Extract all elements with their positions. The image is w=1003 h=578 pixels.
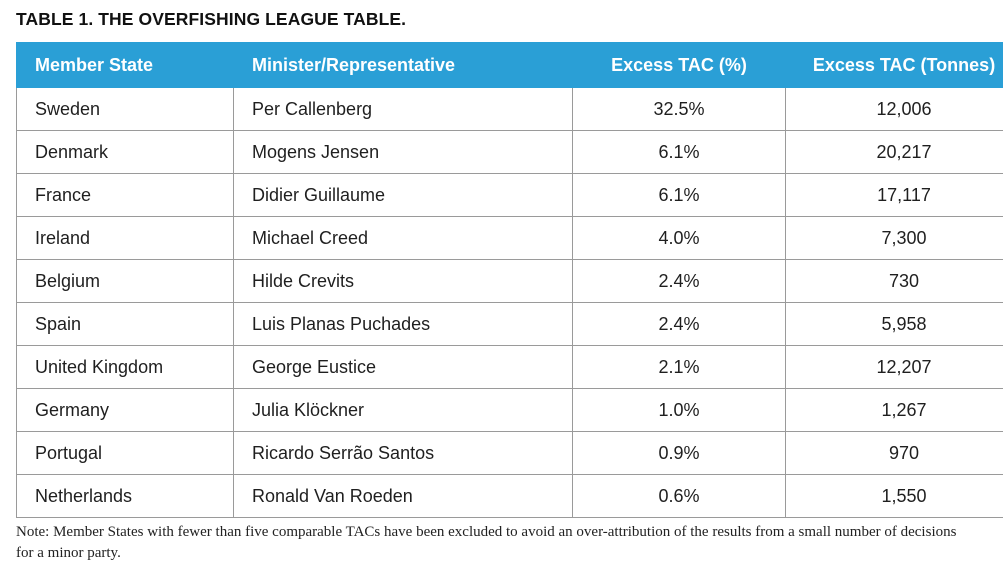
cell-member-state: Sweden — [16, 87, 234, 131]
cell-excess-percent: 2.1% — [572, 345, 786, 389]
cell-minister: Per Callenberg — [233, 87, 573, 131]
cell-minister: Ricardo Serrão Santos — [233, 431, 573, 475]
cell-excess-percent: 2.4% — [572, 259, 786, 303]
cell-excess-tonnes: 1,267 — [785, 388, 1003, 432]
table-row: Germany Julia Klöckner 1.0% 1,267 — [16, 388, 1003, 432]
table-row: Denmark Mogens Jensen 6.1% 20,217 — [16, 130, 1003, 174]
cell-excess-tonnes: 1,550 — [785, 474, 1003, 518]
cell-minister: Luis Planas Puchades — [233, 302, 573, 346]
cell-excess-percent: 32.5% — [572, 87, 786, 131]
cell-excess-tonnes: 7,300 — [785, 216, 1003, 260]
cell-minister: Ronald Van Roeden — [233, 474, 573, 518]
cell-excess-percent: 6.1% — [572, 130, 786, 174]
table-title: TABLE 1. THE OVERFISHING LEAGUE TABLE. — [16, 9, 407, 29]
cell-member-state: France — [16, 173, 234, 217]
table-row: Spain Luis Planas Puchades 2.4% 5,958 — [16, 302, 1003, 346]
table-row: Sweden Per Callenberg 32.5% 12,006 — [16, 87, 1003, 131]
cell-excess-tonnes: 12,207 — [785, 345, 1003, 389]
table-row: France Didier Guillaume 6.1% 17,117 — [16, 173, 1003, 217]
table-row: Belgium Hilde Crevits 2.4% 730 — [16, 259, 1003, 303]
header-excess-tac-percent: Excess TAC (%) — [572, 42, 786, 88]
cell-member-state: Germany — [16, 388, 234, 432]
table-footnote: Note: Member States with fewer than five… — [16, 524, 957, 561]
table-row: Ireland Michael Creed 4.0% 7,300 — [16, 216, 1003, 260]
cell-member-state: Portugal — [16, 431, 234, 475]
cell-member-state: Denmark — [16, 130, 234, 174]
table-row: Portugal Ricardo Serrão Santos 0.9% 970 — [16, 431, 1003, 475]
cell-excess-tonnes: 5,958 — [785, 302, 1003, 346]
cell-minister: Michael Creed — [233, 216, 573, 260]
cell-excess-percent: 1.0% — [572, 388, 786, 432]
cell-excess-tonnes: 970 — [785, 431, 1003, 475]
cell-excess-tonnes: 17,117 — [785, 173, 1003, 217]
cell-excess-percent: 0.9% — [572, 431, 786, 475]
table-header-row: Member State Minister/Representative Exc… — [16, 42, 1003, 88]
cell-excess-percent: 6.1% — [572, 173, 786, 217]
header-member-state: Member State — [16, 42, 234, 88]
cell-excess-percent: 2.4% — [572, 302, 786, 346]
cell-excess-tonnes: 12,006 — [785, 87, 1003, 131]
cell-member-state: Belgium — [16, 259, 234, 303]
cell-member-state: Spain — [16, 302, 234, 346]
cell-excess-tonnes: 20,217 — [785, 130, 1003, 174]
cell-member-state: Ireland — [16, 216, 234, 260]
cell-minister: George Eustice — [233, 345, 573, 389]
table-row: United Kingdom George Eustice 2.1% 12,20… — [16, 345, 1003, 389]
cell-minister: Didier Guillaume — [233, 173, 573, 217]
header-minister: Minister/Representative — [233, 42, 573, 88]
cell-excess-percent: 4.0% — [572, 216, 786, 260]
overfishing-league-table: Member State Minister/Representative Exc… — [16, 42, 1003, 518]
cell-member-state: United Kingdom — [16, 345, 234, 389]
table-row: Netherlands Ronald Van Roeden 0.6% 1,550 — [16, 474, 1003, 518]
cell-member-state: Netherlands — [16, 474, 234, 518]
cell-excess-percent: 0.6% — [572, 474, 786, 518]
cell-minister: Hilde Crevits — [233, 259, 573, 303]
cell-excess-tonnes: 730 — [785, 259, 1003, 303]
cell-minister: Mogens Jensen — [233, 130, 573, 174]
cell-minister: Julia Klöckner — [233, 388, 573, 432]
header-excess-tac-tonnes: Excess TAC (Tonnes) — [785, 42, 1003, 88]
